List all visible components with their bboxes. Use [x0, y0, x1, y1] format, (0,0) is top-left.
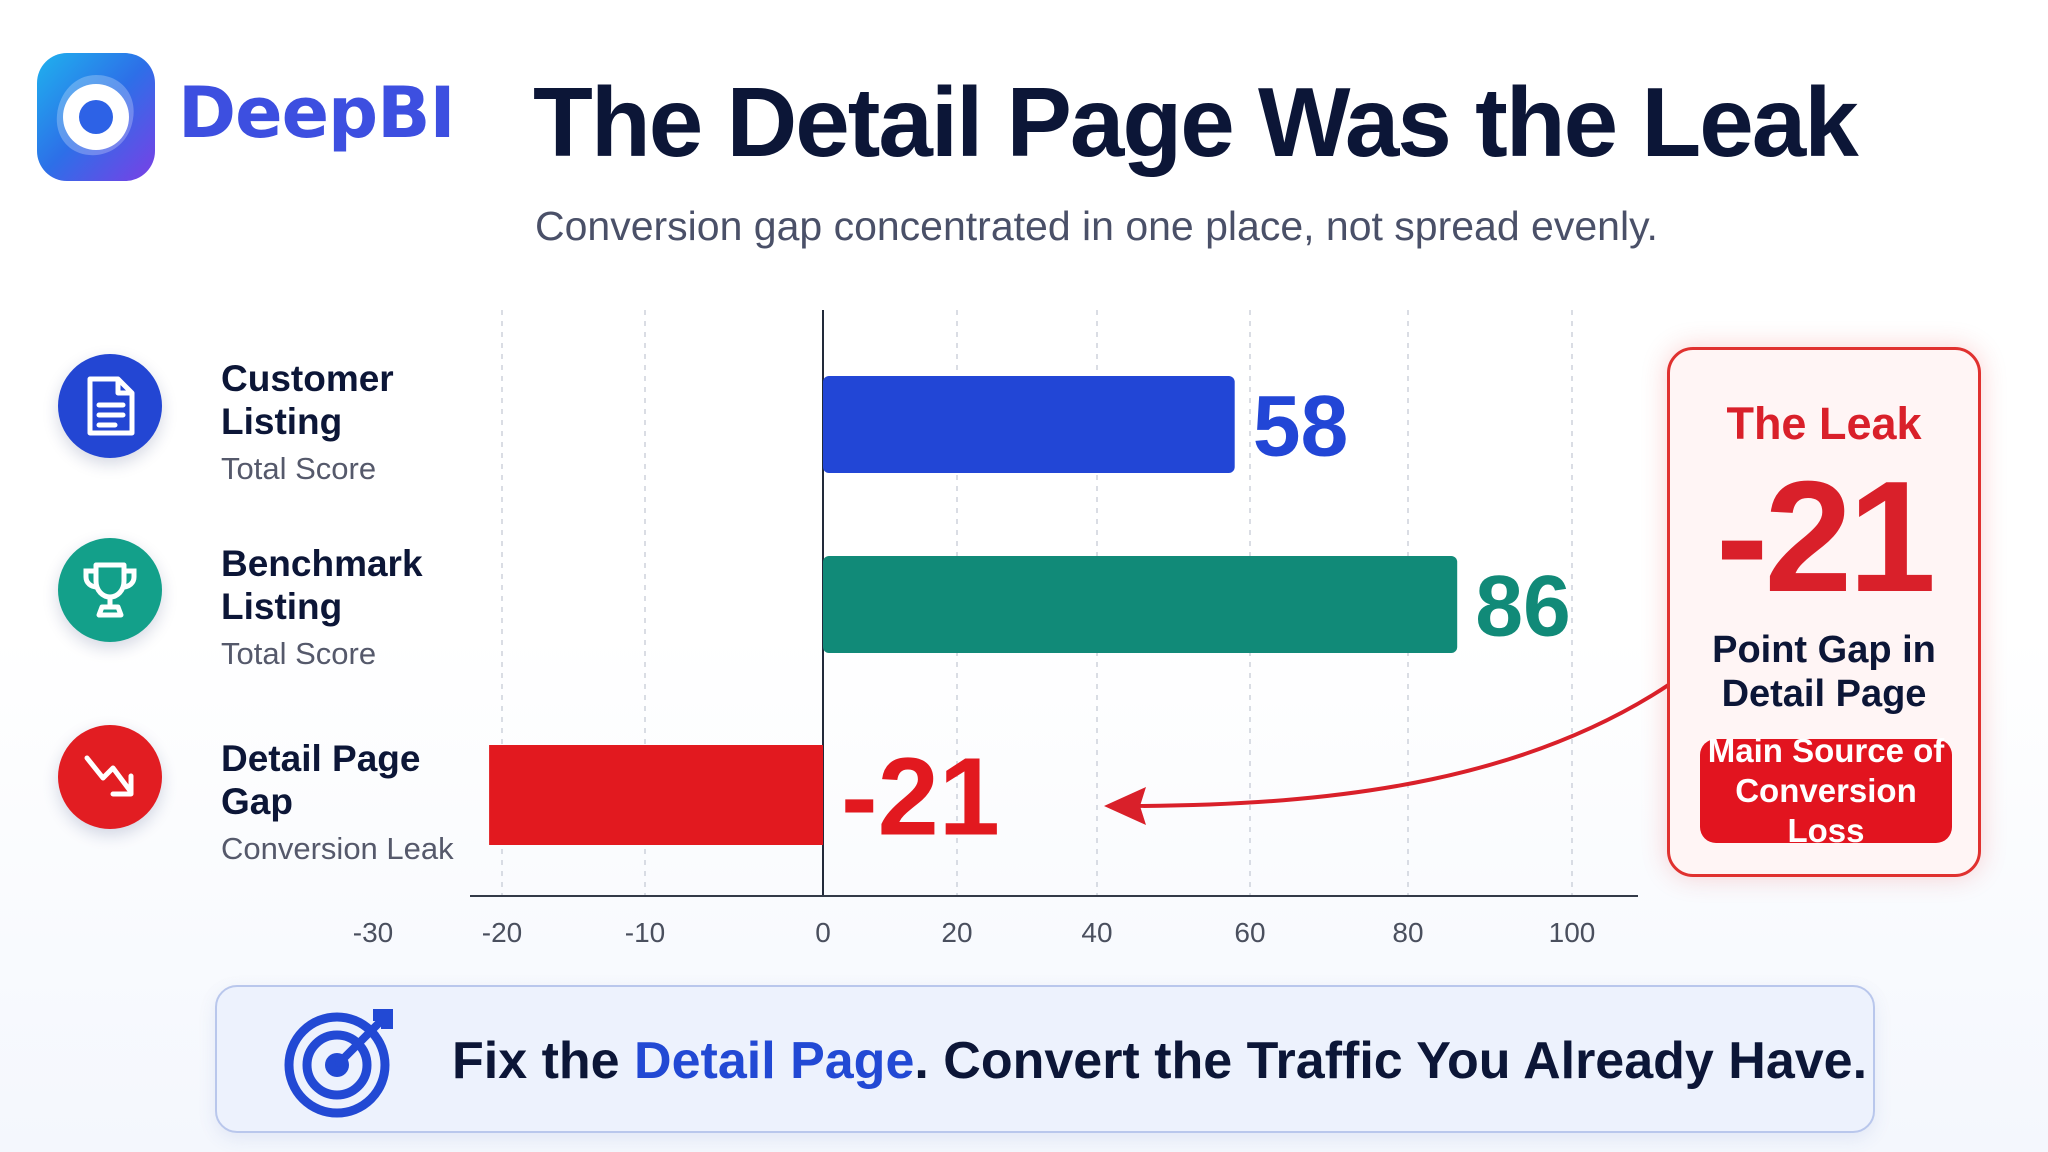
- trend-down-icon: [58, 725, 162, 829]
- page-subtitle: Conversion gap concentrated in one place…: [535, 203, 1658, 249]
- row-label-detail: Detail Page Gap: [221, 738, 421, 822]
- row-label-customer: Customer Listing: [221, 358, 394, 442]
- x-tick-label: 20: [941, 917, 972, 948]
- row-sublabel-customer: Total Score: [221, 451, 377, 486]
- x-tick-label: 60: [1234, 917, 1265, 948]
- trophy-icon: [58, 538, 162, 642]
- callout-description: Point Gap in Detail Page: [1712, 629, 1936, 715]
- bar-value-label-2: -21: [841, 736, 1000, 859]
- bar-1: [823, 556, 1458, 653]
- callout-arrow: [1125, 668, 1692, 808]
- callout-badge: Main Source of Conversion Loss: [1700, 732, 1952, 849]
- deepbi-logo-icon: [37, 53, 155, 181]
- callout-title: The Leak: [1726, 398, 1922, 449]
- brand-name: DeepBI: [178, 72, 456, 154]
- x-tick-label: 80: [1392, 917, 1423, 948]
- row-sublabel-benchmark: Total Score: [221, 636, 377, 671]
- row-sublabel-detail: Conversion Leak: [221, 831, 454, 866]
- document-icon: [58, 354, 162, 458]
- bar-value-label-1: 86: [1475, 558, 1571, 654]
- bar-2: [489, 745, 823, 845]
- page-title: The Detail Page Was the Leak: [533, 67, 1859, 177]
- banner-text-before: Fix the: [452, 1032, 635, 1090]
- banner-message: Fix the Detail Page. Convert the Traffic…: [452, 1031, 1867, 1091]
- x-tick-label: -20: [482, 917, 522, 948]
- bar-0: [823, 376, 1235, 473]
- banner-text-after: . Convert the Traffic You Already Have.: [914, 1032, 1868, 1090]
- row-label-benchmark: Benchmark Listing: [221, 543, 423, 627]
- leak-callout: The Leak -21 Point Gap in Detail Page Ma…: [1667, 347, 1981, 877]
- x-tick-label: -30: [353, 917, 393, 948]
- x-tick-label: -10: [625, 917, 665, 948]
- banner-highlight: Detail Page: [634, 1032, 915, 1090]
- x-tick-label: 40: [1081, 917, 1112, 948]
- callout-value: -21: [1715, 449, 1936, 625]
- x-tick-label: 100: [1549, 917, 1596, 948]
- callout-arrow-head: [1104, 787, 1146, 825]
- bottom-banner: Fix the Detail Page. Convert the Traffic…: [215, 985, 1875, 1133]
- bar-value-label-0: 58: [1253, 378, 1349, 474]
- x-tick-label: 0: [815, 917, 831, 948]
- target-icon: [284, 1009, 393, 1118]
